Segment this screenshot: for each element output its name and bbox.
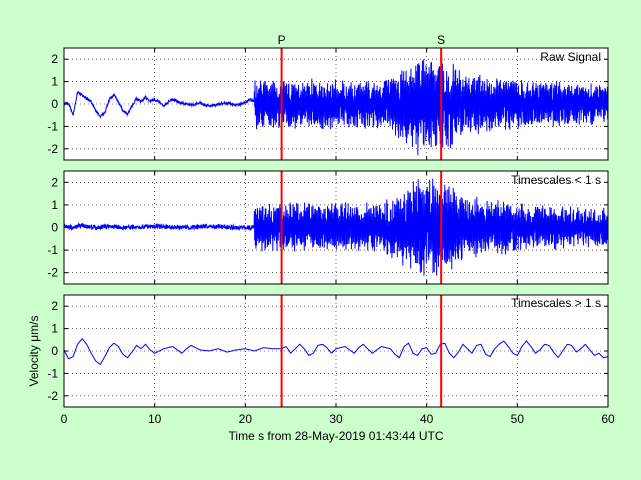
y-tick-label: -1: [47, 243, 58, 257]
x-tick-label: 10: [148, 412, 162, 426]
signal-trace: [64, 58, 608, 156]
y-tick-labels: -2 -1 0 1 2: [47, 175, 58, 279]
signal-trace: [64, 337, 608, 366]
y-tick-label: -2: [47, 389, 58, 403]
y-tick-label: 1: [51, 322, 58, 336]
panel-title: Raw Signal: [540, 50, 601, 64]
s-arrival-label: S: [437, 33, 445, 47]
x-tick-label: 50: [511, 412, 525, 426]
x-tick-label: 60: [601, 412, 615, 426]
x-tick-label: 20: [239, 412, 253, 426]
panel-title: Timescales < 1 s: [511, 173, 601, 187]
y-tick-label: 0: [51, 344, 58, 358]
y-tick-label: 1: [51, 75, 58, 89]
panel-title: Timescales > 1 s: [511, 296, 601, 310]
y-tick-label: 0: [51, 221, 58, 235]
signal-trace: [64, 178, 608, 276]
p-arrival-label: P: [278, 33, 286, 47]
plot-frame: [63, 47, 609, 161]
plot-frame: [63, 170, 609, 285]
y-tick-label: 2: [51, 52, 58, 66]
y-tick-labels: -2 -1 0 1 2: [47, 52, 58, 156]
y-tick-label: 2: [51, 175, 58, 189]
y-tick-label: 2: [51, 299, 58, 313]
y-tick-label: -2: [47, 266, 58, 280]
y-tick-label: -1: [47, 119, 58, 133]
x-tick-label: 30: [329, 412, 343, 426]
y-axis-label: Velocity μm/s: [27, 316, 41, 387]
y-tick-labels: -2 -1 0 1 2: [47, 299, 58, 403]
panel-raw-signal: -2 -1 0 1 2 Raw Signal: [47, 47, 609, 161]
x-tick-labels: 0 10 20 30 40 50 60: [61, 412, 615, 426]
x-tick-label: 40: [420, 412, 434, 426]
y-tick-label: -2: [47, 142, 58, 156]
plot-frame: [63, 294, 609, 408]
x-axis-label: Time s from 28-May-2019 01:43:44 UTC: [229, 429, 444, 443]
y-tick-label: -1: [47, 366, 58, 380]
panel-short-timescales: -2 -1 0 1 2 Timescales < 1 s: [47, 170, 609, 285]
x-tick-label: 0: [61, 412, 68, 426]
grid-lines: [63, 295, 609, 407]
y-tick-label: 1: [51, 198, 58, 212]
y-tick-label: 0: [51, 97, 58, 111]
panel-long-timescales: -2 -1 0 1 2 Timescales > 1 s: [47, 294, 609, 408]
